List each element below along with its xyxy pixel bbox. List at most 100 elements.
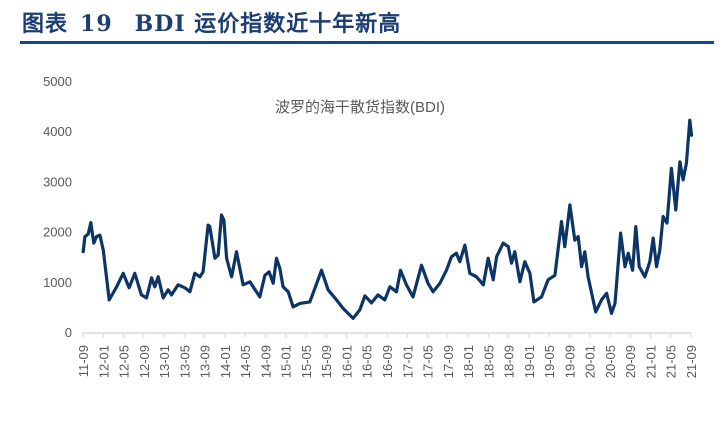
y-tick-label: 3000: [43, 174, 72, 189]
x-tick-label: 17-09: [441, 345, 456, 378]
data-point: [268, 271, 270, 273]
data-point: [225, 257, 228, 260]
data-point: [495, 255, 498, 258]
data-point: [605, 292, 608, 295]
x-tick-label: 13-09: [198, 345, 213, 378]
x-tick-label: 20-09: [623, 345, 638, 378]
data-point: [569, 204, 571, 206]
data-point: [134, 272, 136, 275]
data-point: [209, 225, 211, 228]
data-point: [427, 282, 429, 285]
data-point: [631, 269, 634, 272]
data-point: [128, 287, 130, 289]
data-point: [314, 287, 316, 290]
data-point: [255, 291, 258, 293]
x-axis: 11-09 12-01 12-05 12-09 13-01 13-05 13-09 14-01…: [76, 332, 699, 378]
bdi-series-line: [81, 118, 694, 320]
data-point: [675, 209, 677, 211]
x-tick-label: 20-01: [583, 345, 598, 378]
series-layer: [81, 118, 694, 320]
x-tick-label: 13-01: [157, 345, 172, 378]
data-point: [309, 301, 311, 303]
data-point: [587, 276, 589, 278]
data-point: [644, 276, 646, 278]
x-tick-label: 16-09: [380, 345, 395, 378]
x-tick-label: 21-01: [643, 345, 658, 378]
data-point: [93, 242, 95, 244]
x-tick-label: 18-05: [481, 345, 496, 378]
data-point: [610, 312, 613, 315]
data-point: [450, 255, 453, 258]
data-point: [507, 245, 510, 248]
data-point: [384, 299, 386, 301]
x-tick-label: 20-05: [603, 345, 618, 378]
y-tick-label: 2000: [43, 225, 72, 240]
data-point: [342, 307, 344, 310]
data-point: [235, 250, 238, 253]
y-tick-label: 1000: [43, 275, 72, 290]
data-point: [492, 279, 495, 281]
data-point: [377, 294, 379, 296]
x-tick-label: 15-05: [299, 345, 314, 378]
title-rule: [20, 41, 714, 44]
data-point: [524, 260, 526, 263]
x-tick-label: 21-05: [664, 345, 679, 378]
data-point: [584, 250, 586, 253]
data-point: [202, 271, 204, 273]
data-point: [108, 299, 110, 301]
data-point: [662, 215, 664, 218]
data-point: [540, 296, 543, 298]
data-point: [279, 267, 281, 270]
data-point: [670, 167, 673, 170]
data-point: [614, 302, 616, 305]
data-point: [594, 311, 597, 313]
data-point: [140, 294, 143, 296]
data-point: [412, 296, 414, 298]
data-point: [399, 269, 402, 272]
data-point: [217, 254, 219, 256]
data-point: [154, 286, 156, 288]
data-point: [547, 279, 549, 281]
data-point: [600, 299, 603, 301]
y-tick-label: 4000: [43, 124, 72, 139]
data-point: [690, 134, 693, 136]
x-tick-label: 13-05: [177, 345, 192, 378]
data-point: [482, 284, 485, 286]
x-tick-label: 14-09: [258, 345, 273, 378]
data-point: [242, 284, 244, 286]
data-point: [264, 274, 266, 277]
data-point: [666, 222, 668, 224]
x-tick-label: 11-09: [76, 345, 91, 377]
data-point: [99, 234, 101, 236]
data-point: [115, 286, 118, 288]
data-point: [223, 219, 225, 221]
x-tick-label: 21-09: [684, 345, 699, 378]
data-point: [432, 291, 434, 293]
x-tick-label: 17-05: [421, 345, 436, 378]
data-point: [194, 272, 196, 275]
data-point: [90, 221, 92, 224]
x-tick-label: 14-05: [238, 345, 253, 378]
data-point: [364, 295, 366, 297]
figure-prefix: 图表: [22, 11, 69, 37]
data-point: [177, 284, 179, 286]
x-tick-label: 15-01: [279, 345, 294, 378]
x-tick-label: 16-01: [339, 345, 354, 378]
data-point: [652, 237, 654, 239]
x-tick-label: 12-01: [96, 345, 111, 378]
data-point: [577, 235, 579, 238]
data-point: [199, 276, 201, 278]
data-point: [292, 306, 294, 308]
data-point: [320, 269, 323, 272]
x-tick-label: 17-01: [400, 345, 415, 378]
data-point: [389, 286, 391, 288]
data-point: [84, 235, 86, 238]
data-point: [370, 302, 373, 304]
figure-text: BDI 运价指数近十年新高: [134, 11, 402, 37]
x-tick-label: 12-09: [137, 345, 152, 378]
data-point: [87, 233, 89, 235]
data-point: [214, 257, 216, 260]
data-point: [150, 277, 153, 279]
data-point: [162, 297, 164, 299]
